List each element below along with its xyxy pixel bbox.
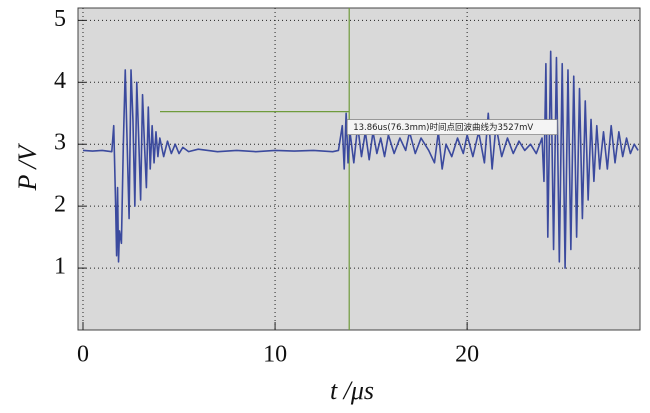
annotation-box: [346, 119, 558, 135]
x-tick-label: 10: [263, 342, 287, 368]
x-tick-label: 20: [455, 342, 479, 368]
y-tick-label: 1: [54, 254, 66, 280]
y-tick-label: 3: [54, 130, 66, 156]
y-axis-label: P /V: [13, 142, 42, 191]
y-tick-label: 4: [54, 68, 66, 94]
y-tick-label: 2: [54, 192, 66, 218]
x-tick-label: 0: [77, 342, 89, 368]
annotation: 13.86us(76.3mm)时间点回波曲线为3527mV: [353, 122, 533, 133]
x-axis-label: t /μs: [330, 376, 374, 405]
y-tick-label: 5: [54, 6, 66, 32]
waveform: [82, 50, 639, 269]
plot-area: [77, 7, 641, 331]
